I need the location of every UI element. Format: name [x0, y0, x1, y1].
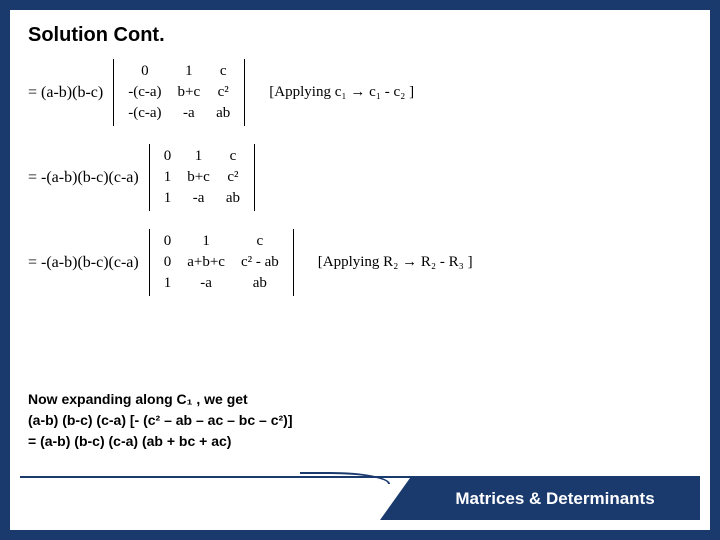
expansion-text: Now expanding along C₁ , we get (a-b) (b…	[28, 389, 292, 452]
eq2-determinant: 01c 1b+cc² 1-aab	[149, 144, 255, 211]
cell: c²	[208, 82, 238, 103]
cell: -a	[170, 103, 209, 124]
eq3-note: [Applying R₂ → R₂ - R₃ ]	[318, 254, 473, 271]
cell: ab	[233, 273, 287, 294]
cell: -(c-a)	[120, 82, 169, 103]
eq2-prefix: = -(a-b)(b-c)(c-a)	[28, 169, 139, 187]
eq1-determinant: 01c -(c-a)b+cc² -(c-a)-aab	[113, 59, 245, 126]
cell: 1	[156, 188, 180, 209]
cell: -(c-a)	[120, 103, 169, 124]
equation-3: = -(a-b)(b-c)(c-a) 01c 0a+b+cc² - ab 1-a…	[28, 229, 692, 296]
eq3-prefix: = -(a-b)(b-c)(c-a)	[28, 254, 139, 272]
cell: 0	[120, 61, 169, 82]
cell: c² - ab	[233, 252, 287, 273]
slide-title: Solution Cont.	[10, 10, 710, 53]
equation-2: = -(a-b)(b-c)(c-a) 01c 1b+cc² 1-aab	[28, 144, 692, 211]
cell: 1	[170, 61, 209, 82]
cell: -a	[179, 273, 233, 294]
eq1-note: [Applying c₁ → c₁ - c₂ ]	[269, 84, 414, 101]
footer-wedge	[380, 478, 410, 520]
expansion-line-2: (a-b) (b-c) (c-a) [- (c² – ab – ac – bc …	[28, 410, 292, 431]
cell: 0	[156, 231, 180, 252]
cell: c	[208, 61, 238, 82]
cell: 0	[156, 252, 180, 273]
cell: -a	[179, 188, 218, 209]
footer-label: Matrices & Determinants	[410, 478, 700, 520]
expansion-line-3: = (a-b) (b-c) (c-a) (ab + bc + ac)	[28, 431, 292, 452]
cell: b+c	[179, 167, 218, 188]
cell: c	[233, 231, 287, 252]
cell: a+b+c	[179, 252, 233, 273]
cell: ab	[218, 188, 248, 209]
cell: 0	[156, 146, 180, 167]
slide: Solution Cont. = (a-b)(b-c) 01c -(c-a)b+…	[10, 10, 710, 530]
cell: c	[218, 146, 248, 167]
cell: ab	[208, 103, 238, 124]
cell: c²	[218, 167, 248, 188]
cell: b+c	[170, 82, 209, 103]
cell: 1	[179, 231, 233, 252]
eq3-determinant: 01c 0a+b+cc² - ab 1-aab	[149, 229, 294, 296]
slide-content: = (a-b)(b-c) 01c -(c-a)b+cc² -(c-a)-aab …	[10, 53, 710, 296]
expansion-line-1: Now expanding along C₁ , we get	[28, 389, 292, 410]
cell: 1	[156, 167, 180, 188]
eq1-prefix: = (a-b)(b-c)	[28, 84, 103, 102]
cell: 1	[179, 146, 218, 167]
cell: 1	[156, 273, 180, 294]
equation-1: = (a-b)(b-c) 01c -(c-a)b+cc² -(c-a)-aab …	[28, 59, 692, 126]
footer-curve	[300, 472, 390, 484]
